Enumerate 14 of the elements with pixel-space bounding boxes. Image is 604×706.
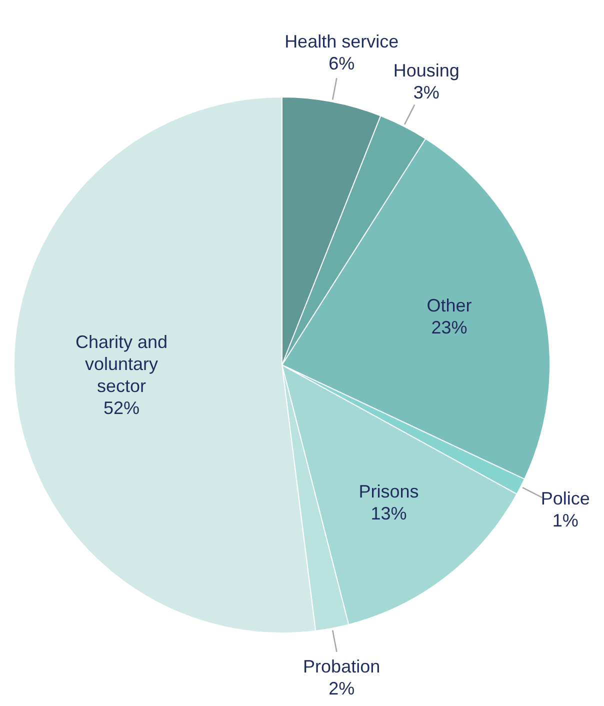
- data-label: 13%: [370, 504, 407, 524]
- slice-label: Health service: [284, 32, 399, 52]
- data-label: 52%: [104, 398, 140, 418]
- data-label: 3%: [413, 82, 440, 103]
- data-label: 6%: [328, 54, 355, 74]
- data-label: 2%: [328, 678, 355, 698]
- slice-label: Other: [426, 295, 472, 316]
- data-label: 23%: [431, 317, 468, 338]
- slice-label: Prisons: [358, 482, 419, 502]
- data-label: 1%: [552, 510, 578, 530]
- slice-label: Housing: [393, 60, 460, 81]
- slice-label: Probation: [303, 656, 380, 676]
- slice-label: Charity and voluntary sector: [75, 332, 168, 396]
- slice-label: Police: [540, 488, 590, 508]
